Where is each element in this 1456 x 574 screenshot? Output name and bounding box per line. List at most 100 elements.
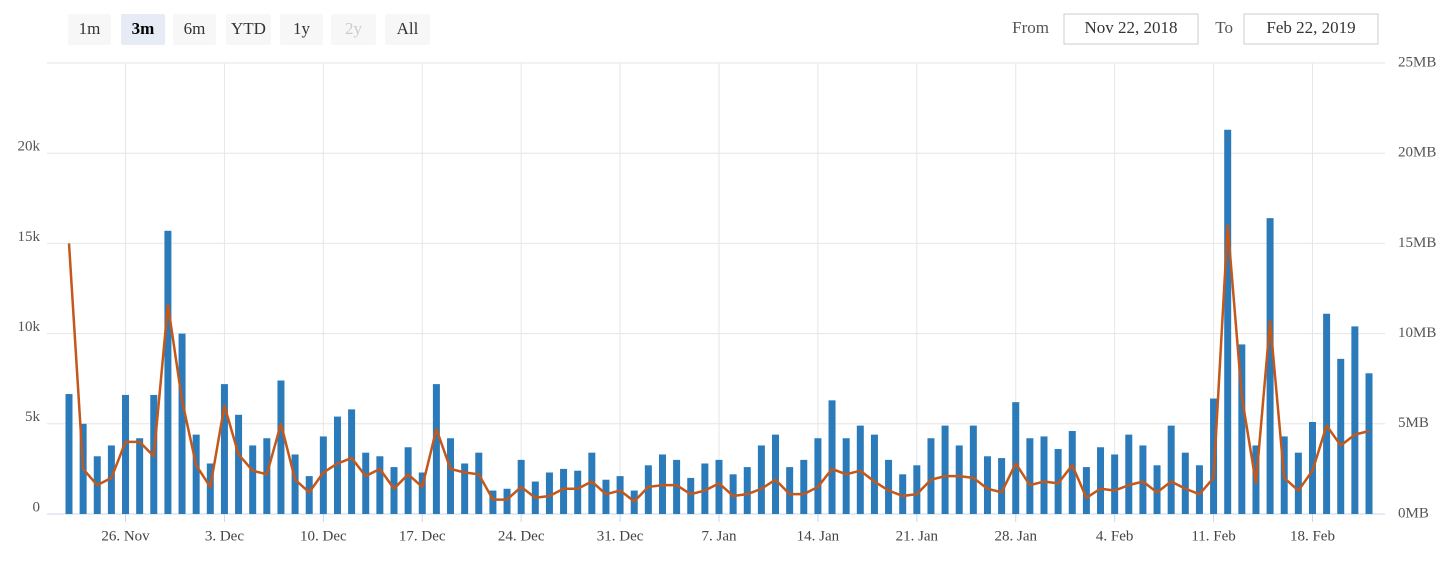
bar (1266, 218, 1274, 515)
range-button-label[interactable]: 1m (79, 19, 101, 38)
x-tick-label: 4. Feb (1096, 528, 1134, 544)
bar (715, 459, 723, 514)
bar (729, 474, 737, 514)
bar (418, 472, 426, 514)
bar (206, 463, 214, 514)
to-value[interactable]: Feb 22, 2019 (1266, 18, 1355, 37)
bar (1238, 344, 1246, 514)
bar (503, 488, 511, 514)
bar (899, 474, 907, 514)
from-input[interactable] (1063, 13, 1199, 45)
bar (1351, 326, 1359, 514)
range-button[interactable] (121, 14, 165, 45)
range-button-label[interactable]: 6m (184, 19, 206, 38)
bar (998, 458, 1006, 514)
bar (1097, 447, 1105, 514)
x-tick-label: 26. Nov (101, 528, 150, 544)
bar (178, 333, 186, 514)
range-button[interactable] (226, 14, 271, 45)
bar (362, 452, 370, 514)
x-tick-label: 28. Jan (994, 528, 1037, 544)
range-button[interactable] (173, 14, 216, 45)
bar (220, 384, 228, 514)
from-label: From (1012, 18, 1049, 37)
y2-tick-label: 5MB (1398, 415, 1429, 431)
range-button-label[interactable]: YTD (231, 19, 266, 38)
bar (1068, 431, 1076, 514)
bar (687, 477, 695, 514)
bar (969, 425, 977, 514)
bar (291, 454, 299, 514)
bar (263, 438, 271, 514)
to-label: To (1215, 18, 1233, 37)
bar (1111, 454, 1119, 514)
bar (842, 438, 850, 514)
bar (814, 438, 822, 514)
range-button-label: 2y (345, 19, 363, 38)
bar (1139, 445, 1147, 514)
bar (673, 459, 681, 514)
y2-tick-label: 20MB (1398, 145, 1436, 161)
bar (983, 456, 991, 514)
x-tick-label: 31. Dec (597, 528, 644, 544)
bar (122, 394, 130, 514)
x-tick-label: 24. Dec (498, 528, 545, 544)
bar (319, 436, 327, 514)
x-tick-label: 3. Dec (205, 528, 244, 544)
bar (786, 467, 794, 514)
bar (1365, 373, 1373, 514)
bar (870, 434, 878, 514)
bar (885, 459, 893, 514)
bar (249, 445, 257, 514)
bar (644, 465, 652, 514)
from-value[interactable]: Nov 22, 2018 (1084, 18, 1177, 37)
bar (432, 384, 440, 514)
range-button[interactable] (280, 14, 323, 45)
range-button-label[interactable]: 1y (293, 19, 311, 38)
bar (447, 438, 455, 514)
bar (1153, 465, 1161, 514)
range-button[interactable] (385, 14, 430, 45)
to-input[interactable] (1243, 13, 1379, 45)
bar (772, 434, 780, 514)
bar (475, 452, 483, 514)
bar (277, 380, 285, 514)
bar (743, 467, 751, 514)
bar (489, 490, 497, 514)
y2-tick-label: 15MB (1398, 235, 1436, 251)
y-tick-label: 10k (18, 319, 41, 335)
x-tick-label: 7. Jan (702, 528, 737, 544)
y-tick-label: 20k (18, 139, 41, 155)
bar (1181, 452, 1189, 514)
bar (305, 476, 313, 514)
bar (461, 463, 469, 514)
bar (1012, 402, 1020, 514)
bar (1082, 467, 1090, 514)
bar (164, 230, 172, 514)
bar (602, 479, 610, 514)
bar (1294, 452, 1302, 514)
x-tick-label: 17. Dec (399, 528, 446, 544)
y-tick-label: 5k (25, 409, 41, 425)
y2-tick-label: 0MB (1398, 505, 1429, 521)
range-button (331, 14, 376, 45)
range-button[interactable] (68, 14, 111, 45)
bar (588, 452, 596, 514)
x-tick-label: 18. Feb (1290, 528, 1335, 544)
range-button-label[interactable]: 3m (132, 19, 155, 38)
bar (913, 465, 921, 514)
bar (1195, 465, 1203, 514)
bar (828, 400, 836, 514)
bar (800, 459, 808, 514)
range-button-label[interactable]: All (397, 19, 419, 38)
bar (390, 467, 398, 514)
bar (1224, 129, 1232, 515)
bar (107, 445, 115, 514)
bar (348, 409, 356, 514)
bar (1125, 434, 1133, 514)
x-tick-label: 21. Jan (896, 528, 939, 544)
bar (955, 445, 963, 514)
bar (941, 425, 949, 514)
